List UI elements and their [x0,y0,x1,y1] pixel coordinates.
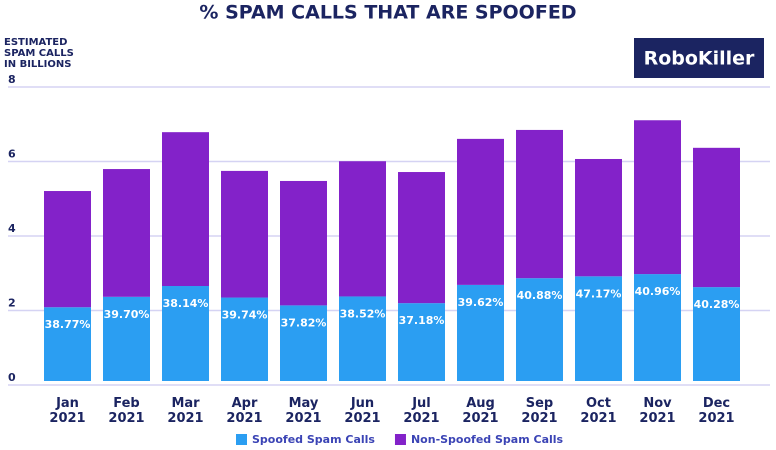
y-tick-label: 0 [8,371,16,384]
y-axis-label: SPAM CALLS [4,48,74,59]
bar-segment [339,296,386,381]
x-tick-label: Apr 2021 [226,396,262,426]
bar-segment [398,303,445,381]
logo: RoboKiller [644,48,755,70]
legend-swatch [236,434,247,445]
share-label: 39.70% [104,308,150,321]
x-tick-line: 2021 [580,411,616,426]
share-label: 40.88% [517,289,563,302]
x-tick-label: Nov 2021 [639,396,675,426]
bar-segment [162,286,209,381]
bar-segment [103,169,150,297]
share-label: 38.14% [163,297,209,310]
x-tick-label: Jun 2021 [344,396,380,426]
x-tick-line: 2021 [639,411,675,426]
bar-segment [280,180,327,306]
y-tick-label: 8 [8,73,16,86]
x-tick-line: 2021 [49,411,85,426]
bar-segment [516,278,563,381]
x-tick-line: Feb [113,396,139,411]
share-label: 38.77% [45,318,91,331]
legend-swatch [394,434,406,445]
x-tick-line: Oct [586,396,611,411]
x-tick-line: Mar [171,396,200,411]
x-tick-line: Dec [703,396,730,411]
x-tick-line: Jun [350,396,374,411]
share-label: 37.18% [399,314,445,327]
share-label: 39.62% [458,296,504,309]
x-tick-label: Jan 2021 [49,396,85,426]
bar-segment [44,307,91,381]
logo-box [634,38,764,78]
bar-segment [162,132,209,287]
x-tick-label: Aug 2021 [462,396,498,426]
x-tick-line: 2021 [108,411,144,426]
x-tick-label: Jul 2021 [403,396,439,426]
x-tick-line: May [289,396,319,411]
x-tick-line: Sep [526,396,554,411]
bar-segment [103,296,150,381]
chart-title: % SPAM CALLS THAT ARE SPOOFED [199,2,576,24]
x-tick-line: 2021 [344,411,380,426]
bar-segment [457,284,504,381]
x-tick-line: 2021 [698,411,734,426]
x-tick-label: Oct 2021 [580,396,616,426]
y-tick-label: 4 [8,222,16,235]
x-tick-label: Dec 2021 [698,396,734,426]
x-tick-line: 2021 [462,411,498,426]
legend-label: Non-Spoofed Spam Calls [411,433,564,446]
bar-segment [575,158,622,277]
share-label: 38.52% [340,307,386,320]
bar-segment [516,129,563,279]
bar-segment [280,305,327,381]
x-tick-line: Nov [643,396,672,411]
x-tick-label: Sep 2021 [521,396,557,426]
bar-segment [339,161,386,297]
y-tick-label: 6 [8,148,16,161]
share-label: 47.17% [576,287,622,300]
share-label: 40.28% [694,298,740,311]
bar-segment [44,191,91,308]
x-tick-label: May 2021 [285,396,321,426]
share-label: 40.96% [635,285,681,298]
bar-segment [634,274,681,381]
x-tick-line: 2021 [226,411,262,426]
bar-segment [398,172,445,304]
share-label: 37.82% [281,316,327,329]
x-tick-label: Mar 2021 [167,396,203,426]
x-tick-line: 2021 [521,411,557,426]
bar-segment [457,138,504,285]
bar-segment [221,297,268,381]
x-tick-line: 2021 [285,411,321,426]
x-tick-line: Apr [232,396,258,411]
bar-segment [575,276,622,381]
x-tick-line: 2021 [403,411,439,426]
x-tick-line: 2021 [167,411,203,426]
y-tick-label: 2 [8,297,16,310]
bar-segment [634,120,681,275]
y-axis-label: ESTIMATED [4,37,67,48]
share-label: 39.74% [222,309,268,322]
x-tick-line: Jan [55,396,79,411]
x-tick-line: Aug [466,396,495,411]
legend-label: Spoofed Spam Calls [252,433,375,446]
bar-segment [693,287,740,381]
x-tick-label: Feb 2021 [108,396,144,426]
bar-segment [693,147,740,288]
bar-segment [221,170,268,298]
x-tick-line: Jul [411,396,431,411]
y-axis-label: IN BILLIONS [4,59,71,70]
